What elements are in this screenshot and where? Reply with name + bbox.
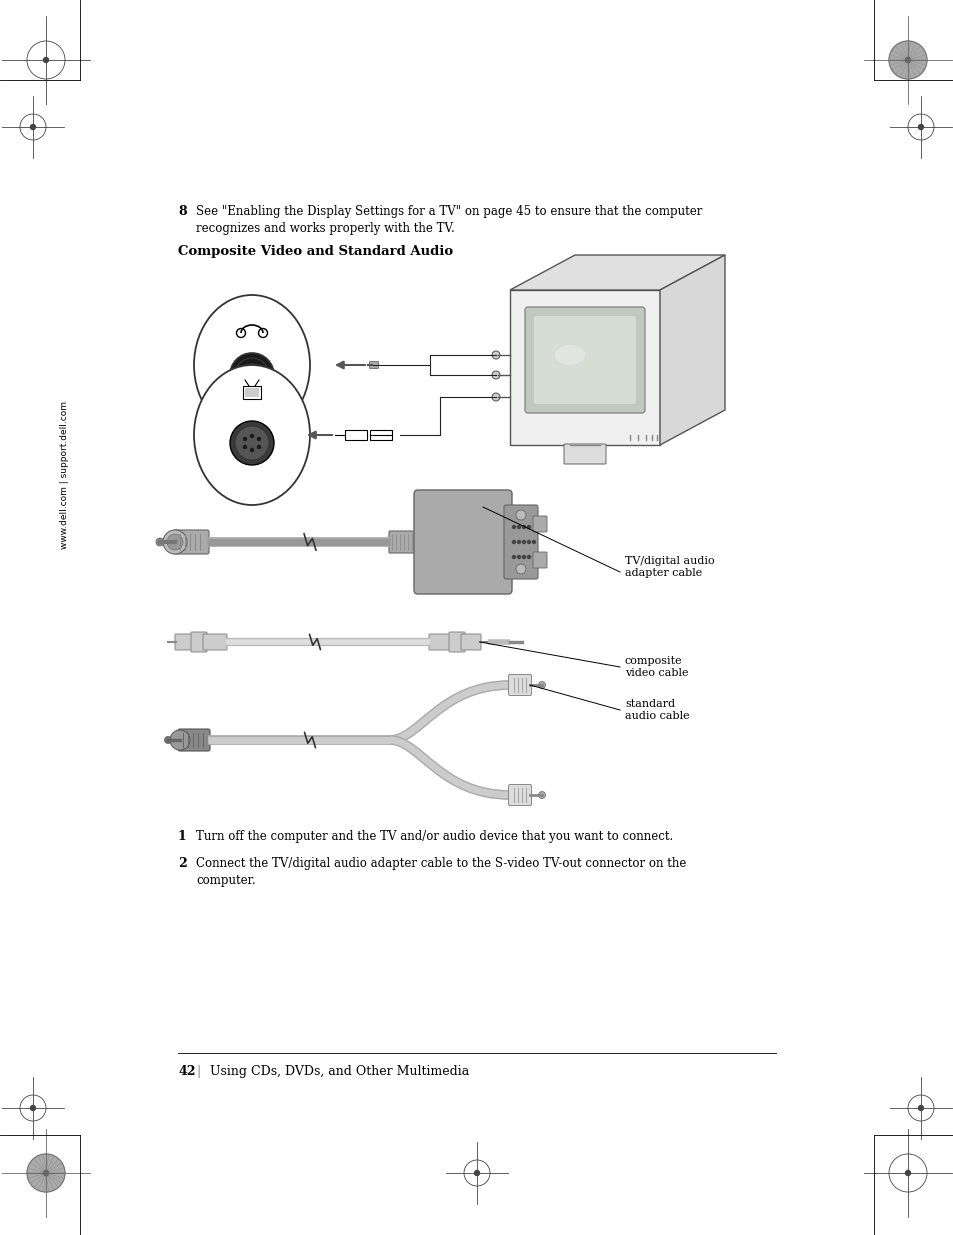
Circle shape [516, 564, 525, 574]
Text: computer.: computer. [195, 874, 255, 887]
Circle shape [888, 41, 926, 79]
Circle shape [904, 1171, 909, 1176]
Text: See "Enabling the Display Settings for a TV" on page 45 to ensure that the compu: See "Enabling the Display Settings for a… [195, 205, 701, 219]
Circle shape [44, 1171, 49, 1176]
Circle shape [256, 437, 261, 441]
Circle shape [241, 364, 263, 387]
Circle shape [918, 1105, 923, 1110]
Circle shape [492, 370, 499, 379]
Circle shape [532, 541, 535, 543]
Circle shape [164, 736, 172, 743]
FancyBboxPatch shape [563, 445, 605, 464]
Circle shape [474, 1171, 479, 1176]
Circle shape [512, 541, 515, 543]
Text: recognizes and works properly with the TV.: recognizes and works properly with the T… [195, 222, 455, 235]
Circle shape [44, 58, 49, 63]
Polygon shape [510, 254, 724, 290]
Circle shape [156, 538, 164, 546]
Circle shape [243, 437, 247, 441]
Circle shape [512, 556, 515, 558]
Circle shape [250, 433, 253, 438]
Text: TV/digital audio
adapter cable: TV/digital audio adapter cable [624, 556, 714, 578]
Circle shape [918, 125, 923, 130]
Circle shape [27, 1153, 65, 1192]
Circle shape [522, 541, 525, 543]
Text: |: | [195, 1065, 200, 1078]
FancyBboxPatch shape [345, 430, 367, 440]
Circle shape [256, 445, 261, 450]
FancyBboxPatch shape [533, 516, 546, 532]
Circle shape [167, 534, 183, 550]
Text: 42: 42 [178, 1065, 195, 1078]
FancyBboxPatch shape [245, 388, 258, 396]
FancyBboxPatch shape [389, 531, 418, 553]
FancyBboxPatch shape [508, 674, 531, 695]
Circle shape [492, 393, 499, 401]
Text: 1: 1 [178, 830, 187, 844]
Circle shape [517, 541, 520, 543]
Circle shape [163, 530, 187, 555]
Circle shape [527, 541, 530, 543]
Circle shape [527, 556, 530, 558]
FancyBboxPatch shape [524, 308, 644, 412]
Text: www.dell.com | support.dell.com: www.dell.com | support.dell.com [60, 401, 70, 550]
Circle shape [537, 682, 545, 688]
FancyBboxPatch shape [174, 634, 194, 650]
Circle shape [170, 730, 190, 750]
Text: 8: 8 [178, 205, 187, 219]
Ellipse shape [193, 295, 310, 435]
Circle shape [230, 421, 274, 466]
Circle shape [537, 792, 545, 799]
FancyBboxPatch shape [414, 490, 512, 594]
FancyBboxPatch shape [191, 632, 207, 652]
Circle shape [512, 526, 515, 529]
FancyBboxPatch shape [203, 634, 227, 650]
Text: composite
video cable: composite video cable [624, 656, 688, 678]
FancyBboxPatch shape [449, 632, 464, 652]
FancyBboxPatch shape [178, 729, 210, 751]
FancyBboxPatch shape [533, 552, 546, 568]
Circle shape [517, 556, 520, 558]
Ellipse shape [193, 366, 310, 505]
Circle shape [230, 353, 274, 396]
Text: Turn off the computer and the TV and/or audio device that you want to connect.: Turn off the computer and the TV and/or … [195, 830, 673, 844]
FancyBboxPatch shape [508, 784, 531, 805]
Circle shape [30, 1105, 35, 1110]
Circle shape [234, 426, 269, 459]
Circle shape [522, 556, 525, 558]
Circle shape [30, 125, 35, 130]
FancyBboxPatch shape [172, 530, 209, 555]
FancyBboxPatch shape [370, 430, 392, 440]
Circle shape [527, 526, 530, 529]
Circle shape [492, 351, 499, 359]
FancyBboxPatch shape [534, 316, 636, 404]
Ellipse shape [555, 345, 584, 366]
Circle shape [904, 58, 909, 63]
FancyBboxPatch shape [503, 505, 537, 579]
Text: Connect the TV/digital audio adapter cable to the S-video TV-out connector on th: Connect the TV/digital audio adapter cab… [195, 857, 685, 869]
Text: 2: 2 [178, 857, 187, 869]
Text: Using CDs, DVDs, and Other Multimedia: Using CDs, DVDs, and Other Multimedia [210, 1065, 469, 1078]
FancyBboxPatch shape [460, 634, 480, 650]
Circle shape [517, 526, 520, 529]
Text: standard
audio cable: standard audio cable [624, 699, 689, 721]
Text: Composite Video and Standard Audio: Composite Video and Standard Audio [178, 245, 453, 258]
Circle shape [516, 510, 525, 520]
Circle shape [243, 445, 247, 450]
Polygon shape [659, 254, 724, 445]
FancyBboxPatch shape [429, 634, 453, 650]
Polygon shape [510, 290, 659, 445]
Circle shape [250, 448, 253, 452]
FancyBboxPatch shape [369, 362, 378, 368]
Circle shape [522, 526, 525, 529]
